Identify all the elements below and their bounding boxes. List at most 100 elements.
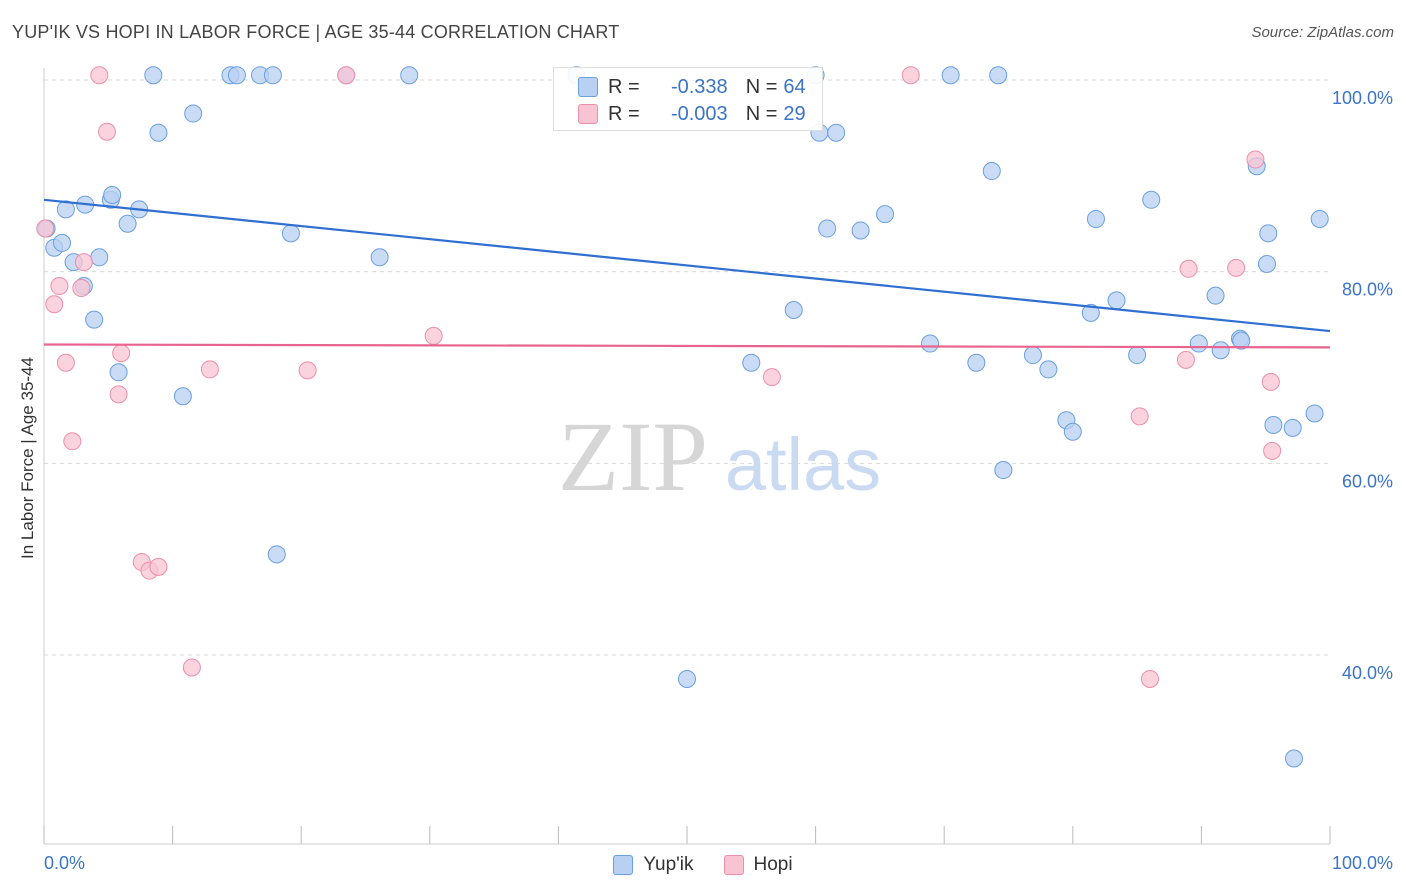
data-point-hopi (90, 66, 109, 85)
data-point-hopi (36, 219, 55, 238)
data-point-yupik (103, 186, 122, 204)
x-tick-label: 100.0% (1332, 853, 1393, 873)
data-point-yupik (1257, 255, 1276, 273)
data-point-hopi (112, 344, 131, 363)
data-point-yupik (370, 248, 389, 267)
legend-item-hopi[interactable]: Hopi (723, 854, 793, 876)
watermark-zip: ZIP (558, 401, 708, 512)
data-points (36, 66, 1329, 768)
data-point-yupik (1086, 209, 1105, 228)
data-point-hopi (109, 385, 128, 404)
legend-n-value: 29 (783, 102, 806, 125)
axes (43, 68, 1331, 845)
data-point-yupik (742, 353, 761, 372)
legend-row-hopi: R = -0.003 N = 29 (578, 102, 806, 126)
data-point-yupik (921, 334, 940, 353)
legend-r-value: -0.003 (670, 102, 728, 125)
tick-labels: 40.0% 60.0% 80.0% 100.0% 0.0% 100.0% (44, 88, 1393, 873)
data-point-yupik (1232, 331, 1251, 350)
legend-label-hopi: Hopi (753, 854, 793, 875)
trend-line-yupik (43, 198, 1331, 333)
correlation-legend: R = -0.338 N = 64 R = -0.003 N = 29 (553, 67, 823, 131)
data-point-yupik (53, 233, 72, 252)
x-tick-label: 0.0% (44, 853, 85, 873)
data-point-hopi (182, 658, 201, 677)
data-point-yupik (994, 461, 1013, 480)
data-point-yupik (989, 66, 1008, 85)
legend-swatch-yupik (613, 855, 634, 875)
trend-line-hopi (43, 343, 1331, 349)
legend-swatch-hopi (723, 855, 744, 875)
data-point-yupik (678, 669, 696, 688)
data-point-hopi (56, 353, 75, 372)
data-point-hopi (200, 360, 219, 379)
data-point-yupik (85, 310, 104, 329)
data-point-yupik (851, 221, 870, 240)
legend-item-yupik[interactable]: Yup'ik (613, 854, 694, 876)
y-tick-label: 80.0% (1342, 280, 1393, 300)
data-point-yupik (941, 66, 960, 85)
data-point-yupik (267, 545, 286, 564)
grid-lines (44, 79, 1330, 656)
data-point-yupik (1039, 360, 1058, 379)
data-point-hopi (50, 277, 69, 296)
series-legend: Yup'ik Hopi (0, 852, 1406, 878)
source-label: Source: ZipAtlas.com (1251, 24, 1394, 41)
legend-r-label: R = (608, 75, 640, 98)
data-point-yupik (1284, 749, 1303, 768)
data-point-yupik (1063, 422, 1082, 441)
data-point-yupik (227, 66, 246, 85)
data-point-yupik (784, 301, 803, 319)
data-point-yupik (1259, 224, 1278, 243)
data-point-yupik (281, 224, 300, 243)
data-point-yupik (1206, 286, 1225, 305)
data-point-hopi (1140, 669, 1159, 688)
data-point-hopi (901, 66, 920, 85)
data-point-yupik (1128, 346, 1147, 365)
data-point-hopi (337, 66, 356, 85)
data-point-yupik (1264, 416, 1283, 434)
data-point-yupik (263, 66, 282, 85)
legend-r-value: -0.338 (670, 75, 728, 98)
chart-title: YUP'IK VS HOPI IN LABOR FORCE | AGE 35-4… (12, 22, 620, 42)
data-point-hopi (1261, 372, 1280, 391)
data-point-hopi (149, 557, 168, 576)
data-point-hopi (762, 368, 781, 387)
data-point-hopi (1246, 150, 1265, 169)
legend-n-label: N = (745, 102, 778, 125)
data-point-yupik (90, 248, 109, 267)
data-point-yupik (149, 123, 168, 142)
trend-lines (43, 198, 1331, 349)
data-point-yupik (1142, 190, 1161, 209)
data-point-hopi (1176, 350, 1195, 369)
legend-swatch-yupik (578, 77, 598, 97)
data-point-hopi (72, 278, 91, 297)
data-point-hopi (74, 253, 93, 272)
legend-n-value: 64 (783, 75, 806, 98)
data-point-hopi (1179, 259, 1198, 278)
data-point-yupik (173, 387, 192, 406)
data-point-yupik (1305, 404, 1324, 423)
data-point-hopi (1263, 441, 1282, 460)
legend-r-label: R = (608, 102, 640, 125)
watermark: ZIP atlas (558, 401, 881, 512)
legend-label-yupik: Yup'ik (643, 854, 694, 875)
data-point-yupik (1283, 418, 1302, 437)
data-point-yupik (967, 353, 986, 372)
data-point-yupik (184, 104, 203, 123)
data-point-hopi (424, 326, 443, 345)
data-point-hopi (98, 122, 117, 141)
y-tick-label: 60.0% (1342, 471, 1393, 491)
data-point-hopi (1227, 258, 1246, 277)
data-point-yupik (1081, 303, 1100, 322)
data-point-yupik (1023, 346, 1042, 365)
data-point-yupik (876, 205, 895, 224)
data-point-hopi (1130, 407, 1149, 426)
data-point-yupik (1107, 291, 1126, 310)
data-point-hopi (45, 295, 64, 314)
legend-swatch-hopi (578, 104, 598, 124)
y-tick-label: 40.0% (1342, 663, 1393, 683)
data-point-hopi (298, 361, 317, 380)
legend-n-label: N = (745, 75, 778, 98)
